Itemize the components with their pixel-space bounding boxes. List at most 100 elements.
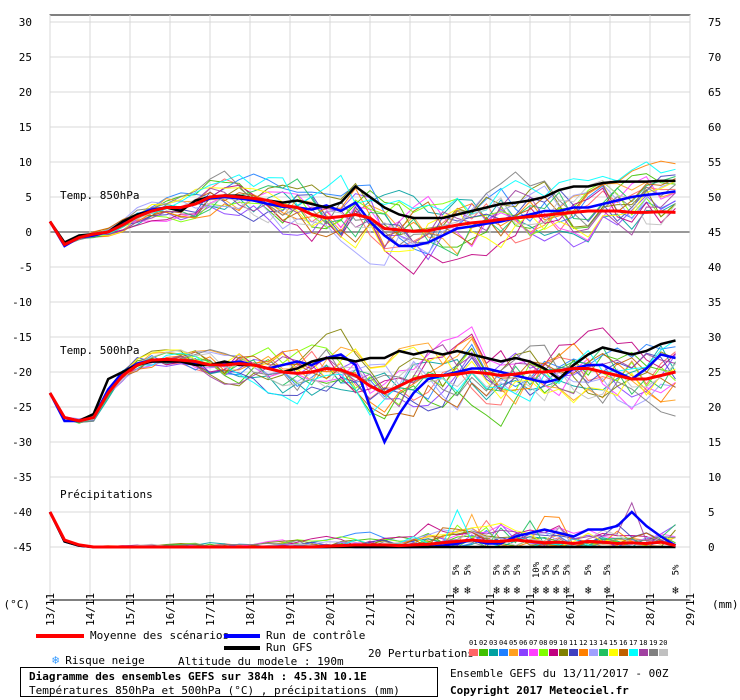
snow-risk-icon: ❄ [503,584,510,597]
x-tick-label: 29/11 [684,593,697,626]
left-tick-label: 30 [19,16,32,29]
x-tick-label: 16/11 [164,593,177,626]
perturbation-line [49,170,676,246]
snow-risk-icon: ❄ [543,584,550,597]
snow-risk-label: 5% [452,564,462,575]
snow-risk-icon: ❄ [553,584,560,597]
x-tick-label: 18/11 [244,593,257,626]
left-tick-label: -35 [12,471,32,484]
snow-risk-label: 5% [463,564,473,575]
footer-run: Ensemble GEFS du 13/11/2017 - 00Z [450,667,669,680]
right-tick-label: 60 [708,121,721,134]
perturbation-line [49,180,676,253]
right-tick-label: 0 [708,541,715,554]
perturbation-swatch [529,649,538,656]
legend-gfs: Run GFS [224,641,312,654]
perturbation-number: 18 [639,639,648,647]
perturbation-swatch [649,649,658,656]
legend-perturbations: 20 Perturbations [368,647,474,660]
left-axis-unit: (°C) [4,598,31,611]
perturbation-number: 06 [519,639,528,647]
snow-risk-icon: ❄ [604,584,611,597]
right-tick-label: 30 [708,331,721,344]
snow-risk-label: 5% [552,564,562,575]
x-tick-label: 24/11 [484,593,497,626]
snow-risk-icon: ❄ [672,584,679,597]
perturbation-number: 04 [499,639,508,647]
perturbation-swatch [619,649,628,656]
right-tick-label: 45 [708,226,721,239]
section-label-precip: Précipitations [60,488,153,501]
perturbation-swatch [499,649,508,656]
perturbation-swatches [469,649,669,656]
perturbation-number: 10 [559,639,568,647]
perturbation-swatch [599,649,608,656]
snow-risk-icon: ❄ [533,584,540,597]
legend-snow: ❄ Risque neige [52,653,145,667]
snow-risk-icon: ❄ [464,584,471,597]
perturbation-swatch [629,649,638,656]
snow-risk-label: 5% [542,564,552,575]
control-swatch [224,634,260,638]
series-t500-moyenne-des-sc-narios [48,357,676,423]
perturbation-number: 12 [579,639,588,647]
gfs-swatch [224,646,260,650]
perturbation-swatch [539,649,548,656]
snow-risk-icon: ❄ [493,584,500,597]
x-tick-label: 13/11 [44,593,57,626]
perturbation-swatch [549,649,558,656]
series-t500-run-gfs [48,339,676,423]
left-tick-label: 25 [19,51,32,64]
perturbation-number: 03 [489,639,498,647]
footer-subtitle: Températures 850hPa et 500hPa (°C) , pré… [29,684,400,697]
legend-altitude: Altitude du modele : 190m [178,655,344,668]
snow-risk-icon: ❄ [563,584,570,597]
info-box: Diagramme des ensembles GEFS sur 384h : … [20,667,438,697]
x-tick-label: 26/11 [564,593,577,626]
perturbation-number: 01 [469,639,478,647]
left-tick-label: -20 [12,366,32,379]
right-tick-label: 20 [708,401,721,414]
right-axis-unit: (mm) [712,598,739,611]
perturbation-number: 08 [539,639,548,647]
left-tick-label: -40 [12,506,32,519]
snow-risk-label: 5% [562,564,572,575]
x-tick-label: 25/11 [524,593,537,626]
perturbation-swatch [589,649,598,656]
perturbation-line [49,187,676,249]
snow-risk-icon: ❄ [514,584,521,597]
x-tick-label: 17/11 [204,593,217,626]
left-tick-label: -45 [12,541,32,554]
x-tick-label: 19/11 [284,593,297,626]
section-label-t500: Temp. 500hPa [60,344,139,357]
right-tick-label: 40 [708,261,721,274]
snow-risk-label: 5% [493,564,503,575]
x-tick-label: 28/11 [644,593,657,626]
left-tick-label: 20 [19,86,32,99]
snowflake-icon: ❄ [52,653,60,667]
x-tick-label: 23/11 [444,593,457,626]
perturbation-swatch [609,649,618,656]
left-tick-label: 10 [19,156,32,169]
perturbation-swatch [559,649,568,656]
footer-copyright: Copyright 2017 Meteociel.fr [450,684,629,697]
right-tick-label: 5 [708,506,715,519]
perturbation-line [49,173,676,255]
left-tick-label: -10 [12,296,32,309]
snow-risk-icon: ❄ [453,584,460,597]
x-tick-label: 21/11 [364,593,377,626]
series-t850-moyenne-des-sc-narios [48,194,676,247]
right-tick-label: 35 [708,296,721,309]
perturbation-line [49,349,676,422]
right-tick-label: 65 [708,86,721,99]
snow-risk-label: 5% [671,564,681,575]
snow-risk-label: 5% [603,564,613,575]
left-tick-label: -30 [12,436,32,449]
right-tick-label: 70 [708,51,721,64]
perturbation-numbers: 01 02 03 04 05 06 07 08 09 10 11 12 13 14 15 16 17 18 19 20 [469,639,669,647]
perturbation-number: 09 [549,639,558,647]
perturbation-swatch [519,649,528,656]
snow-risk-label: 5% [513,564,523,575]
left-tick-label: -5 [19,261,32,274]
